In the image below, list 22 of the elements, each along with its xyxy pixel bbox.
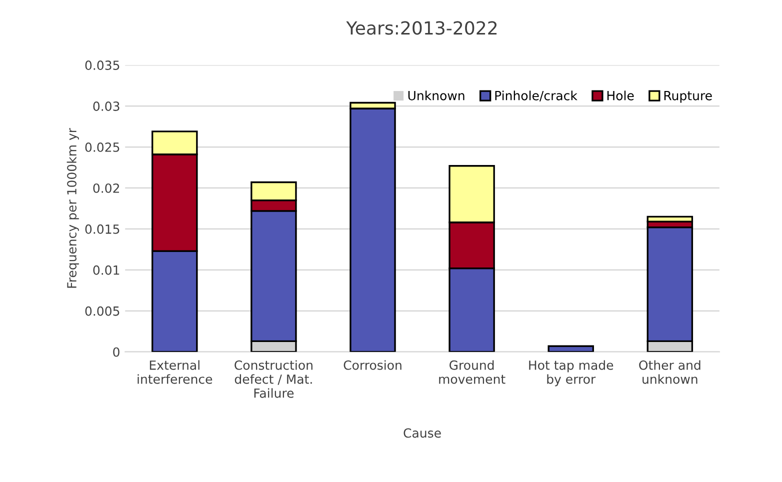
y-axis-title: Frequency per 1000km yr: [66, 128, 79, 288]
y-tick-label: 0: [113, 347, 120, 357]
y-tick-label: 0.02: [93, 183, 120, 193]
chart-title: Years:2013-2022: [346, 21, 497, 35]
x-tick-label: Construction defect / Mat. Failure: [234, 360, 312, 398]
x-axis-title: Cause: [404, 428, 441, 438]
x-tick-label: Other and unknown: [639, 360, 700, 384]
x-tick-label: Ground movement: [439, 360, 506, 384]
legend-label: Hole: [607, 90, 634, 100]
y-tick-label: 0.035: [85, 60, 120, 70]
legend-label: Pinhole/crack: [495, 90, 578, 102]
x-tick-label: Hot tap made by error: [529, 360, 614, 386]
x-tick-label: External interference: [138, 360, 212, 384]
legend-label: Unknown: [408, 90, 464, 100]
y-tick-label: 0.03: [93, 102, 120, 111]
bar: [548, 345, 594, 352]
y-tick-label: 0.025: [85, 142, 120, 152]
y-tick-label: 0.01: [93, 265, 120, 275]
x-tick-label: Corrosion: [344, 360, 402, 370]
y-tick-label: 0.005: [85, 306, 120, 316]
y-tick-label: 0.015: [85, 224, 120, 234]
legend-label: Rupture: [664, 91, 712, 103]
